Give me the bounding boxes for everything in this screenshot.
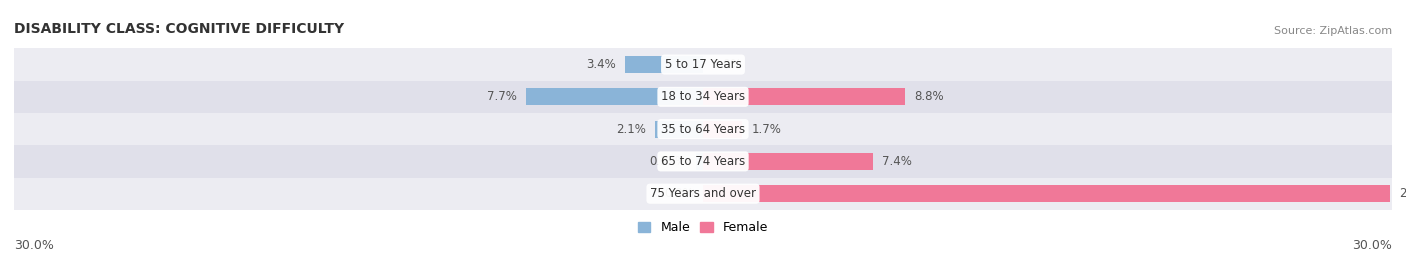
Legend: Male, Female: Male, Female (633, 216, 773, 239)
Text: 5 to 17 Years: 5 to 17 Years (665, 58, 741, 71)
Bar (703, 185, 1389, 202)
Text: 35 to 64 Years: 35 to 64 Years (661, 123, 745, 136)
Text: 1.7%: 1.7% (751, 123, 782, 136)
Text: 0.0%: 0.0% (664, 187, 693, 200)
Text: DISABILITY CLASS: COGNITIVE DIFFICULTY: DISABILITY CLASS: COGNITIVE DIFFICULTY (14, 22, 344, 36)
Text: 0.32%: 0.32% (650, 155, 686, 168)
Bar (14, 145, 1392, 178)
Bar (14, 48, 1392, 81)
Text: 30.0%: 30.0% (1353, 239, 1392, 252)
Text: 2.1%: 2.1% (616, 123, 645, 136)
Text: 8.8%: 8.8% (914, 90, 943, 103)
Text: 3.4%: 3.4% (586, 58, 616, 71)
Bar (696, 153, 703, 170)
Bar (624, 56, 703, 73)
Bar (14, 178, 1392, 210)
Bar (703, 121, 742, 137)
Text: 7.4%: 7.4% (882, 155, 912, 168)
Text: 0.0%: 0.0% (713, 58, 742, 71)
Text: Source: ZipAtlas.com: Source: ZipAtlas.com (1274, 26, 1392, 36)
Bar (526, 89, 703, 105)
Text: 65 to 74 Years: 65 to 74 Years (661, 155, 745, 168)
Bar (655, 121, 703, 137)
Text: 29.9%: 29.9% (1399, 187, 1406, 200)
Text: 75 Years and over: 75 Years and over (650, 187, 756, 200)
Text: 30.0%: 30.0% (14, 239, 53, 252)
Text: 7.7%: 7.7% (486, 90, 517, 103)
Bar (703, 153, 873, 170)
Text: 18 to 34 Years: 18 to 34 Years (661, 90, 745, 103)
Bar (14, 113, 1392, 145)
Bar (703, 89, 905, 105)
Bar (14, 81, 1392, 113)
